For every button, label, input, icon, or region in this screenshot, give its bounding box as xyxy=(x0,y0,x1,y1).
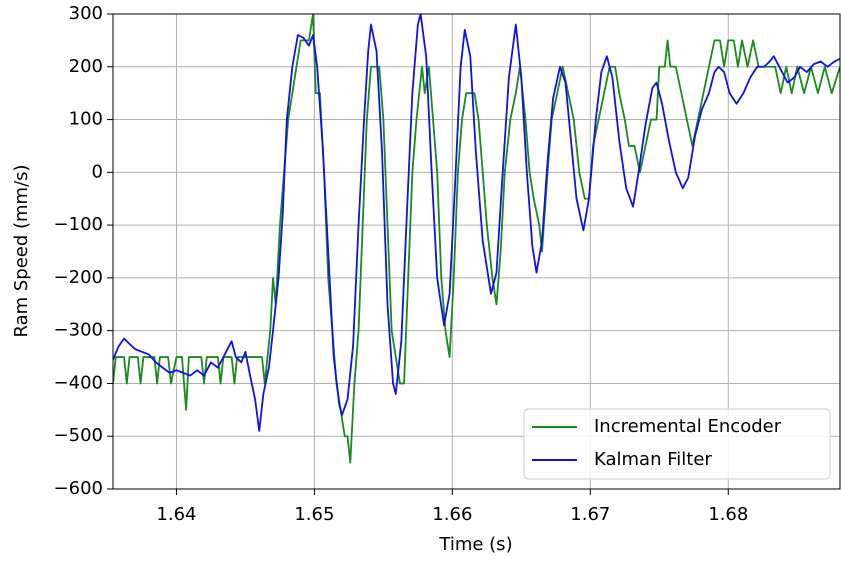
ticks: −600 −500 −400 −300 −200 −100 0 100 200 300 1.64 1.… xyxy=(54,3,749,525)
lines xyxy=(113,14,840,464)
x-axis-label: Time (s) xyxy=(438,534,512,555)
y-tick-label: −600 xyxy=(54,478,103,499)
x-tick-label: 1.67 xyxy=(570,504,610,525)
y-axis-label: Ram Speed (mm/s) xyxy=(11,164,32,337)
series-line xyxy=(113,14,840,464)
y-tick-label: −200 xyxy=(54,267,103,288)
series-line xyxy=(113,14,840,432)
y-tick-label: −100 xyxy=(54,214,103,235)
legend-label: Kalman Filter xyxy=(594,449,712,470)
legend-label: Incremental Encoder xyxy=(594,416,782,437)
legend: Incremental Encoder Kalman Filter xyxy=(523,408,831,480)
plot-frame xyxy=(112,13,841,490)
y-tick-label: −300 xyxy=(54,320,103,341)
y-tick-label: 100 xyxy=(69,109,103,130)
legend-box xyxy=(523,408,831,480)
y-tick-label: 200 xyxy=(69,56,103,77)
x-tick-label: 1.68 xyxy=(708,504,748,525)
x-tick-label: 1.65 xyxy=(294,504,334,525)
y-tick-label: −500 xyxy=(54,425,103,446)
x-tick-label: 1.66 xyxy=(432,504,472,525)
y-tick-label: 300 xyxy=(69,3,103,24)
x-tick-label: 1.64 xyxy=(156,504,196,525)
y-tick-label: 0 xyxy=(92,161,103,182)
y-tick-label: −400 xyxy=(54,372,103,393)
